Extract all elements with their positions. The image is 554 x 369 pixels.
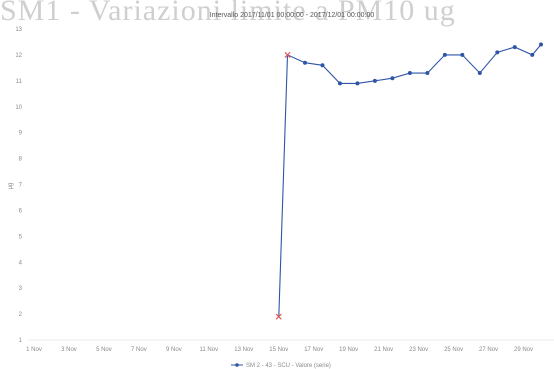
data-point[interactable]	[320, 63, 325, 68]
highlight-marker[interactable]	[275, 313, 282, 320]
x-tick-label: 15 Nov	[269, 347, 288, 353]
highlight-marker[interactable]	[284, 51, 291, 58]
x-tick-label: 29 Nov	[514, 347, 533, 353]
x-tick-label: 23 Nov	[409, 347, 428, 353]
y-tick-label: 13	[15, 27, 22, 33]
y-tick-label: 7	[19, 183, 23, 189]
x-tick-label: 7 Nov	[131, 347, 147, 353]
x-tick-label: 25 Nov	[444, 347, 463, 353]
x-tick-label: 21 Nov	[374, 347, 393, 353]
data-point[interactable]	[460, 52, 465, 57]
data-point[interactable]	[512, 45, 517, 50]
x-ticks: 1 Nov 3 Nov 5 Nov 7 Nov 9 Nov 11 Nov 13 Nov 15 …	[26, 347, 533, 353]
data-point[interactable]	[442, 52, 447, 57]
data-point[interactable]	[407, 71, 412, 76]
data-point[interactable]	[539, 42, 543, 47]
legend[interactable]: SM 2 - 43 - SCU - Valore (serie)	[231, 363, 331, 369]
data-point[interactable]	[372, 78, 377, 83]
x-tick-label: 9 Nov	[166, 347, 182, 353]
y-tick-label: 12	[15, 53, 22, 59]
x-tick-label: 1 Nov	[26, 347, 42, 353]
legend-marker	[235, 363, 239, 367]
y-tick-label: 11	[16, 79, 23, 85]
data-point[interactable]	[530, 52, 535, 57]
y-tick-label: 2	[19, 312, 23, 318]
x-tick-label: 11 Nov	[200, 347, 219, 353]
chart-subtitle: Intervallo 2017/11/01 00:00:00 - 2017/12…	[210, 12, 375, 19]
y-tick-label: 9	[19, 131, 23, 137]
x-tick-label: 17 Nov	[304, 347, 323, 353]
legend-label: SM 2 - 43 - SCU - Valore (serie)	[246, 363, 331, 369]
y-tick-label: 1	[19, 338, 23, 344]
series-line	[278, 44, 542, 317]
y-tick-label: 4	[19, 260, 23, 266]
data-point[interactable]	[390, 76, 395, 81]
data-point[interactable]	[302, 60, 307, 65]
y-axis-label: µg	[8, 183, 14, 190]
x-tick-label: 13 Nov	[234, 347, 253, 353]
y-tick-label: 5	[19, 234, 23, 240]
x-tick-label: 27 Nov	[479, 347, 498, 353]
series-group	[275, 42, 543, 320]
data-point[interactable]	[477, 71, 482, 76]
marker-stroke	[275, 313, 282, 320]
data-point[interactable]	[337, 81, 342, 86]
y-tick-label: 6	[19, 208, 23, 214]
x-tick-label: 5 Nov	[96, 347, 112, 353]
data-point[interactable]	[495, 50, 500, 55]
marker-stroke	[284, 51, 291, 58]
y-tick-label: 10	[15, 105, 22, 111]
y-tick-label: 3	[19, 286, 23, 292]
y-tick-label: 8	[19, 157, 23, 163]
x-tick-label: 19 Nov	[339, 347, 358, 353]
data-point[interactable]	[425, 71, 430, 76]
x-tick-label: 3 Nov	[61, 347, 77, 353]
data-point[interactable]	[355, 81, 360, 86]
background-title: SM1 - Variazioni limite a PM10 ug	[0, 0, 456, 27]
